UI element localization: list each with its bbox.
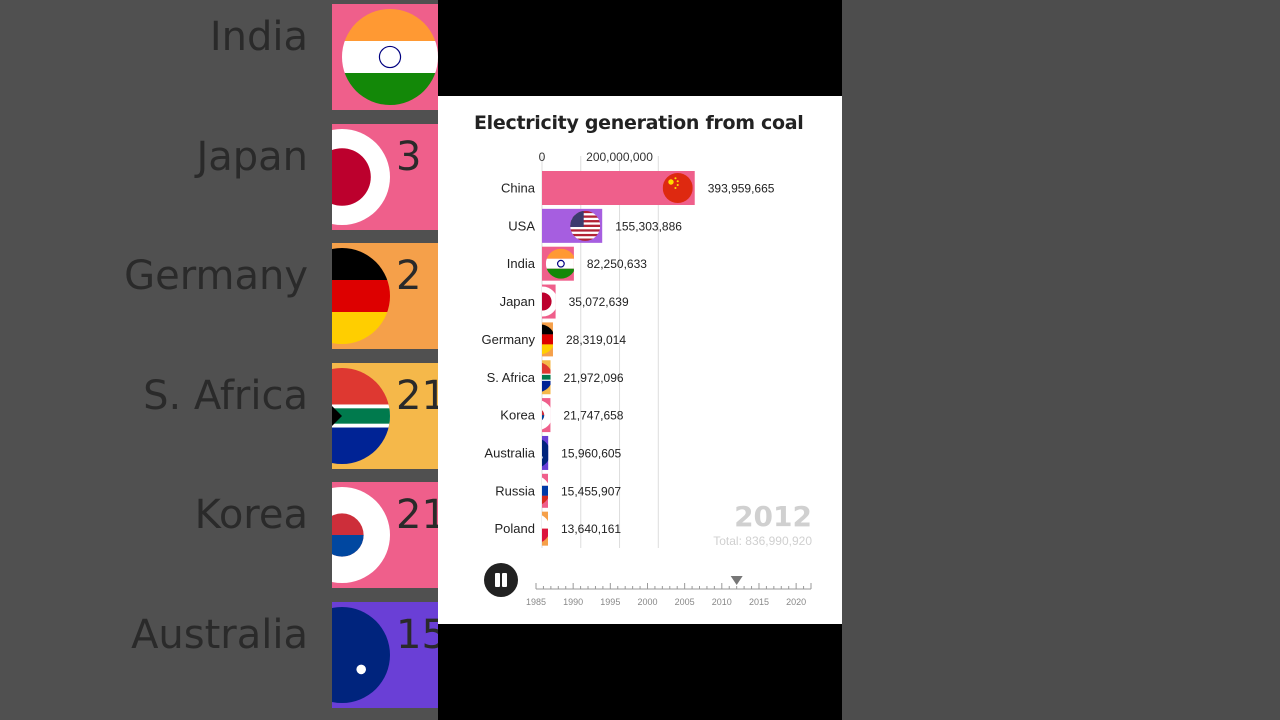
bar-row-japan: Japan 35,072,639: [500, 284, 629, 319]
pause-button[interactable]: [484, 563, 518, 597]
bar-row-germany: Germany 28,319,014: [482, 322, 626, 357]
korea-flag-icon: [332, 487, 390, 583]
japan-flag-icon: [332, 128, 390, 225]
chart-panel: Electricity generation from coal 0 200,00…: [438, 96, 842, 624]
timeline-year-label: 2005: [675, 597, 695, 607]
year-label: 2012: [734, 500, 812, 533]
category-label: Poland: [495, 521, 535, 536]
timeline-year-label: 2010: [712, 597, 732, 607]
germany-flag-icon: [332, 248, 390, 344]
value-label: 21,972,096: [564, 371, 624, 385]
australia-flag-icon: [332, 606, 390, 703]
value-label: 15,960,605: [561, 446, 621, 460]
australia-flag-icon: [542, 437, 549, 468]
timeline-slider[interactable]: 1985 1990 1995 2000 2005 2010 2015 2020: [438, 96, 842, 624]
background-category-label: Korea: [194, 492, 308, 538]
india-flag-icon: [342, 9, 438, 105]
bar-row-s-africa: S. Africa 21,972,096: [487, 360, 624, 395]
korea-flag-icon: [542, 400, 551, 431]
russia-flag-icon: [542, 475, 548, 506]
axis-tick-label: 0: [539, 150, 546, 164]
background-category-label: Australia: [131, 611, 308, 658]
timeline-handle[interactable]: [730, 576, 743, 585]
axis-tick-label: 200,000,000: [586, 150, 653, 164]
chart-title: Electricity generation from coal: [474, 112, 804, 134]
category-label: Germany: [482, 332, 536, 347]
category-label: Korea: [500, 408, 535, 423]
background-blur-right: [842, 0, 1280, 720]
value-label: 28,319,014: [566, 333, 626, 347]
background-value-label: 2: [396, 253, 422, 299]
bar-chart: 0 200,000,000 China 393,959,665 USA 155,303,8…: [482, 150, 775, 548]
timeline-year-label: 2015: [749, 597, 769, 607]
timeline-year-label: 1995: [600, 597, 620, 607]
germany-flag-icon: [542, 324, 553, 355]
timeline-year-label: 1990: [563, 597, 583, 607]
category-label: S. Africa: [487, 370, 536, 385]
category-label: USA: [508, 218, 535, 233]
background-value-label: 21: [396, 372, 438, 419]
south-africa-flag-icon: [542, 362, 551, 393]
bar-row-usa: USA 155,303,886: [508, 208, 682, 243]
background-bar: [332, 601, 438, 708]
category-label: Australia: [484, 445, 535, 460]
background-bar: [332, 4, 438, 110]
india-flag-icon: [545, 248, 574, 279]
background-category-label: S. Africa: [143, 372, 308, 419]
background-bar: [332, 362, 438, 469]
background-category-label: Germany: [124, 253, 308, 299]
background-bar: [332, 123, 438, 230]
value-label: 13,640,161: [561, 522, 621, 536]
background-bar: [332, 482, 438, 588]
category-label: Japan: [500, 294, 535, 309]
background-value-label: 15: [396, 611, 438, 658]
value-label: 35,072,639: [569, 295, 629, 309]
category-label: India: [507, 256, 536, 271]
category-label: Russia: [495, 483, 536, 498]
value-label: 21,747,658: [563, 409, 623, 423]
bar-row-australia: Australia 15,960,605: [484, 435, 622, 470]
timeline-year-label: 2020: [786, 597, 806, 607]
usa-flag-icon: [570, 210, 601, 241]
bar-row-poland: Poland 13,640,161: [495, 511, 621, 546]
total-label: Total: 836,990,920: [713, 534, 812, 548]
timeline-year-label: 2000: [637, 597, 657, 607]
background-category-label: Japan: [196, 133, 308, 180]
south-africa-flag-icon: [332, 367, 390, 464]
china-flag-icon: [662, 173, 693, 203]
value-label: 155,303,886: [615, 219, 682, 233]
background-category-label: India: [209, 14, 308, 60]
background-value-label: 3: [396, 133, 422, 180]
bar-row-korea: Korea 21,747,658: [500, 398, 624, 433]
bar-row-russia: Russia 15,455,907: [495, 473, 621, 508]
value-label: 82,250,633: [587, 257, 647, 271]
timeline-year-label: 1985: [526, 597, 546, 607]
background-bar: [332, 243, 438, 349]
bar-row-china: China 393,959,665: [501, 171, 775, 205]
pause-icon: [495, 573, 500, 587]
bar-row-india: India 82,250,633: [507, 246, 647, 281]
background-value-label: 21: [396, 492, 438, 538]
category-label: China: [501, 181, 536, 196]
background-blur-left: India Japan 3 Germany 2 S. Africa 21 Korea 21 Aus…: [0, 0, 438, 720]
value-label: 393,959,665: [708, 182, 775, 196]
value-label: 15,455,907: [561, 484, 621, 498]
poland-flag-icon: [542, 513, 548, 544]
japan-flag-icon: [542, 286, 556, 317]
